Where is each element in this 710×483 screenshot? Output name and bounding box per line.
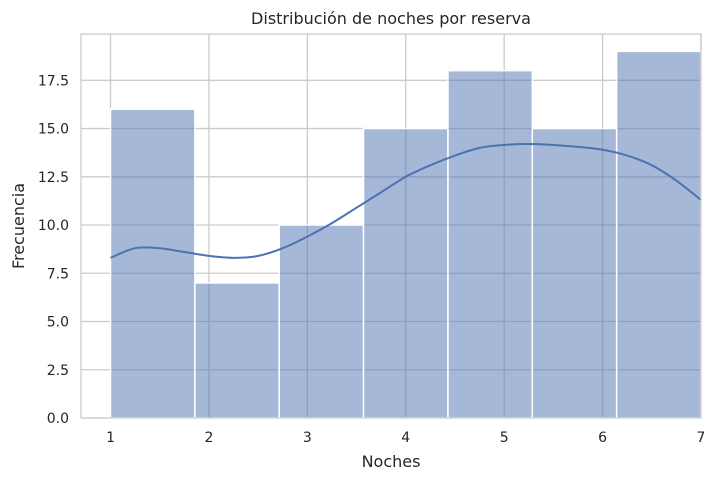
x-tick-label-1: 1: [106, 430, 115, 446]
y-tick-label-0.0: 0.0: [47, 411, 69, 427]
histogram-bar-7: [617, 51, 701, 418]
y-tick-label-5.0: 5.0: [47, 315, 69, 331]
chart-title: Distribución de noches por reserva: [251, 9, 531, 28]
y-tick-label-17.5: 17.5: [38, 73, 69, 89]
x-tick-label-2: 2: [204, 430, 213, 446]
x-tick-label-4: 4: [401, 430, 410, 446]
y-tick-label-15.0: 15.0: [38, 122, 69, 138]
y-tick-label-10.0: 10.0: [38, 218, 69, 234]
y-axis-title: Frecuencia: [9, 183, 28, 269]
x-tick-label-7: 7: [697, 430, 706, 446]
histogram-bar-5: [448, 71, 532, 418]
x-tick-label-3: 3: [303, 430, 312, 446]
histogram-bar-6: [532, 129, 616, 418]
histogram-bar-4: [364, 129, 448, 418]
histogram-bar-3: [279, 225, 363, 418]
y-tick-label-7.5: 7.5: [47, 266, 69, 282]
y-tick-label-2.5: 2.5: [47, 363, 69, 379]
x-axis-title: Noches: [362, 452, 421, 471]
x-tick-label-5: 5: [500, 430, 509, 446]
histogram-bar-1: [111, 109, 195, 418]
y-tick-label-12.5: 12.5: [38, 170, 69, 186]
histogram-bar-2: [195, 283, 279, 418]
x-tick-label-6: 6: [598, 430, 607, 446]
